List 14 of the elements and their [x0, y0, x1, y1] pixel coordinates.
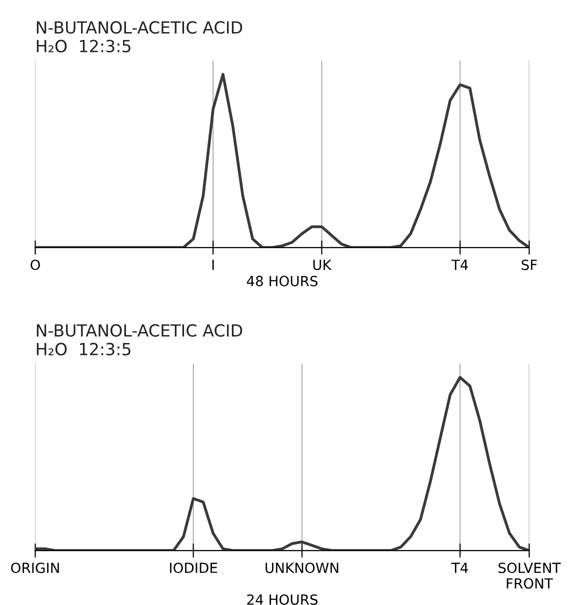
- x-tick-label: SOLVENT FRONT: [498, 562, 561, 589]
- chart-title: N-BUTANOL-ACETIC ACID H₂O 12:3:5: [36, 324, 242, 356]
- x-tick-label: IODIDE: [170, 562, 218, 574]
- x-tick-label: T4: [451, 562, 468, 573]
- chart-title: N-BUTANOL-ACETIC ACID H₂O 12:3:5: [36, 21, 242, 52]
- x-axis-title: 48 HOURS: [246, 276, 318, 286]
- x-tick-label: T4: [451, 260, 468, 270]
- x-tick-label: O: [30, 260, 40, 270]
- x-tick-label: UNKNOWN: [266, 562, 338, 574]
- x-tick-label: UK: [313, 260, 332, 270]
- x-axis-title: 24 HOURS: [247, 594, 318, 605]
- x-tick-label: SF: [522, 260, 537, 270]
- x-tick-label: I: [212, 260, 214, 270]
- x-tick-label: ORIGIN: [11, 562, 59, 574]
